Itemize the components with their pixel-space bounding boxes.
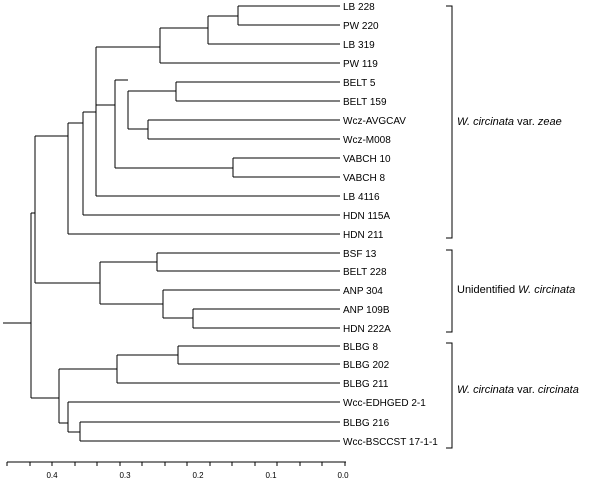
distance-axis: 0.4 0.3 0.2 0.1 0.0 (6, 461, 349, 480)
leaf-label: BLBG 211 (343, 379, 389, 390)
leaf-label: BELT 228 (343, 267, 387, 278)
leaf-label: LB 319 (343, 40, 375, 51)
leaf-label: HDN 222A (343, 324, 391, 335)
leaf-label: VABCH 10 (343, 154, 391, 165)
leaf-label: HDN 115A (343, 211, 390, 222)
axis-tick-label: 0.0 (337, 471, 349, 480)
leaf-label: ANP 304 (343, 286, 383, 297)
bracket-zeae (446, 5, 453, 239)
leaf-label: Wcz-AVGCAV (343, 116, 406, 127)
axis-tick-label: 0.2 (192, 471, 204, 480)
group-label-part: Unidentified (457, 284, 518, 296)
group-label-zeae: W. circinata var. zeae (457, 116, 562, 128)
leaf-labels: LB 228 PW 220 LB 319 PW 119 BELT 5 BELT … (343, 2, 438, 448)
leaf-label: VABCH 8 (343, 173, 385, 184)
leaf-label: ANP 109B (343, 305, 390, 316)
group-label-unidentified: Unidentified W. circinata (457, 284, 575, 296)
group-label-part: W. circinata (457, 116, 514, 128)
tree-branches (3, 5, 340, 442)
bracket-unidentified (446, 249, 453, 333)
group-label-part: W. circinata (457, 384, 514, 396)
group-label-part: zeae (537, 116, 562, 128)
axis-tick-label: 0.3 (119, 471, 131, 480)
group-label-part: var. (514, 116, 538, 128)
leaf-label: BLBG 8 (343, 342, 378, 353)
leaf-label: BLBG 202 (343, 360, 390, 371)
leaf-label: PW 220 (343, 21, 379, 32)
leaf-label: BELT 159 (343, 97, 387, 108)
leaf-label: LB 228 (343, 2, 375, 13)
group-label-part: var. (514, 384, 538, 396)
group-label-part: W. circinata (518, 284, 575, 296)
leaf-label: HDN 211 (343, 230, 384, 241)
leaf-label: BSF 13 (343, 249, 377, 260)
leaf-label: Wcc-BSCCST 17-1-1 (343, 437, 438, 448)
leaf-label: LB 4116 (343, 192, 380, 203)
group-label-circinata: W. circinata var. circinata (457, 384, 579, 396)
group-labels: W. circinata var. zeae Unidentified W. c… (457, 116, 579, 396)
leaf-label: Wcc-EDHGED 2-1 (343, 398, 426, 409)
leaf-label: PW 119 (343, 59, 378, 70)
bracket-circinata (446, 342, 453, 449)
axis-tick-label: 0.4 (46, 471, 58, 480)
leaf-label: BLBG 216 (343, 418, 390, 429)
leaf-label: BELT 5 (343, 78, 376, 89)
axis-tick-label: 0.1 (265, 471, 277, 480)
leaf-label: Wcz-M008 (343, 135, 391, 146)
group-brackets (446, 5, 453, 449)
group-label-part: circinata (538, 384, 579, 396)
